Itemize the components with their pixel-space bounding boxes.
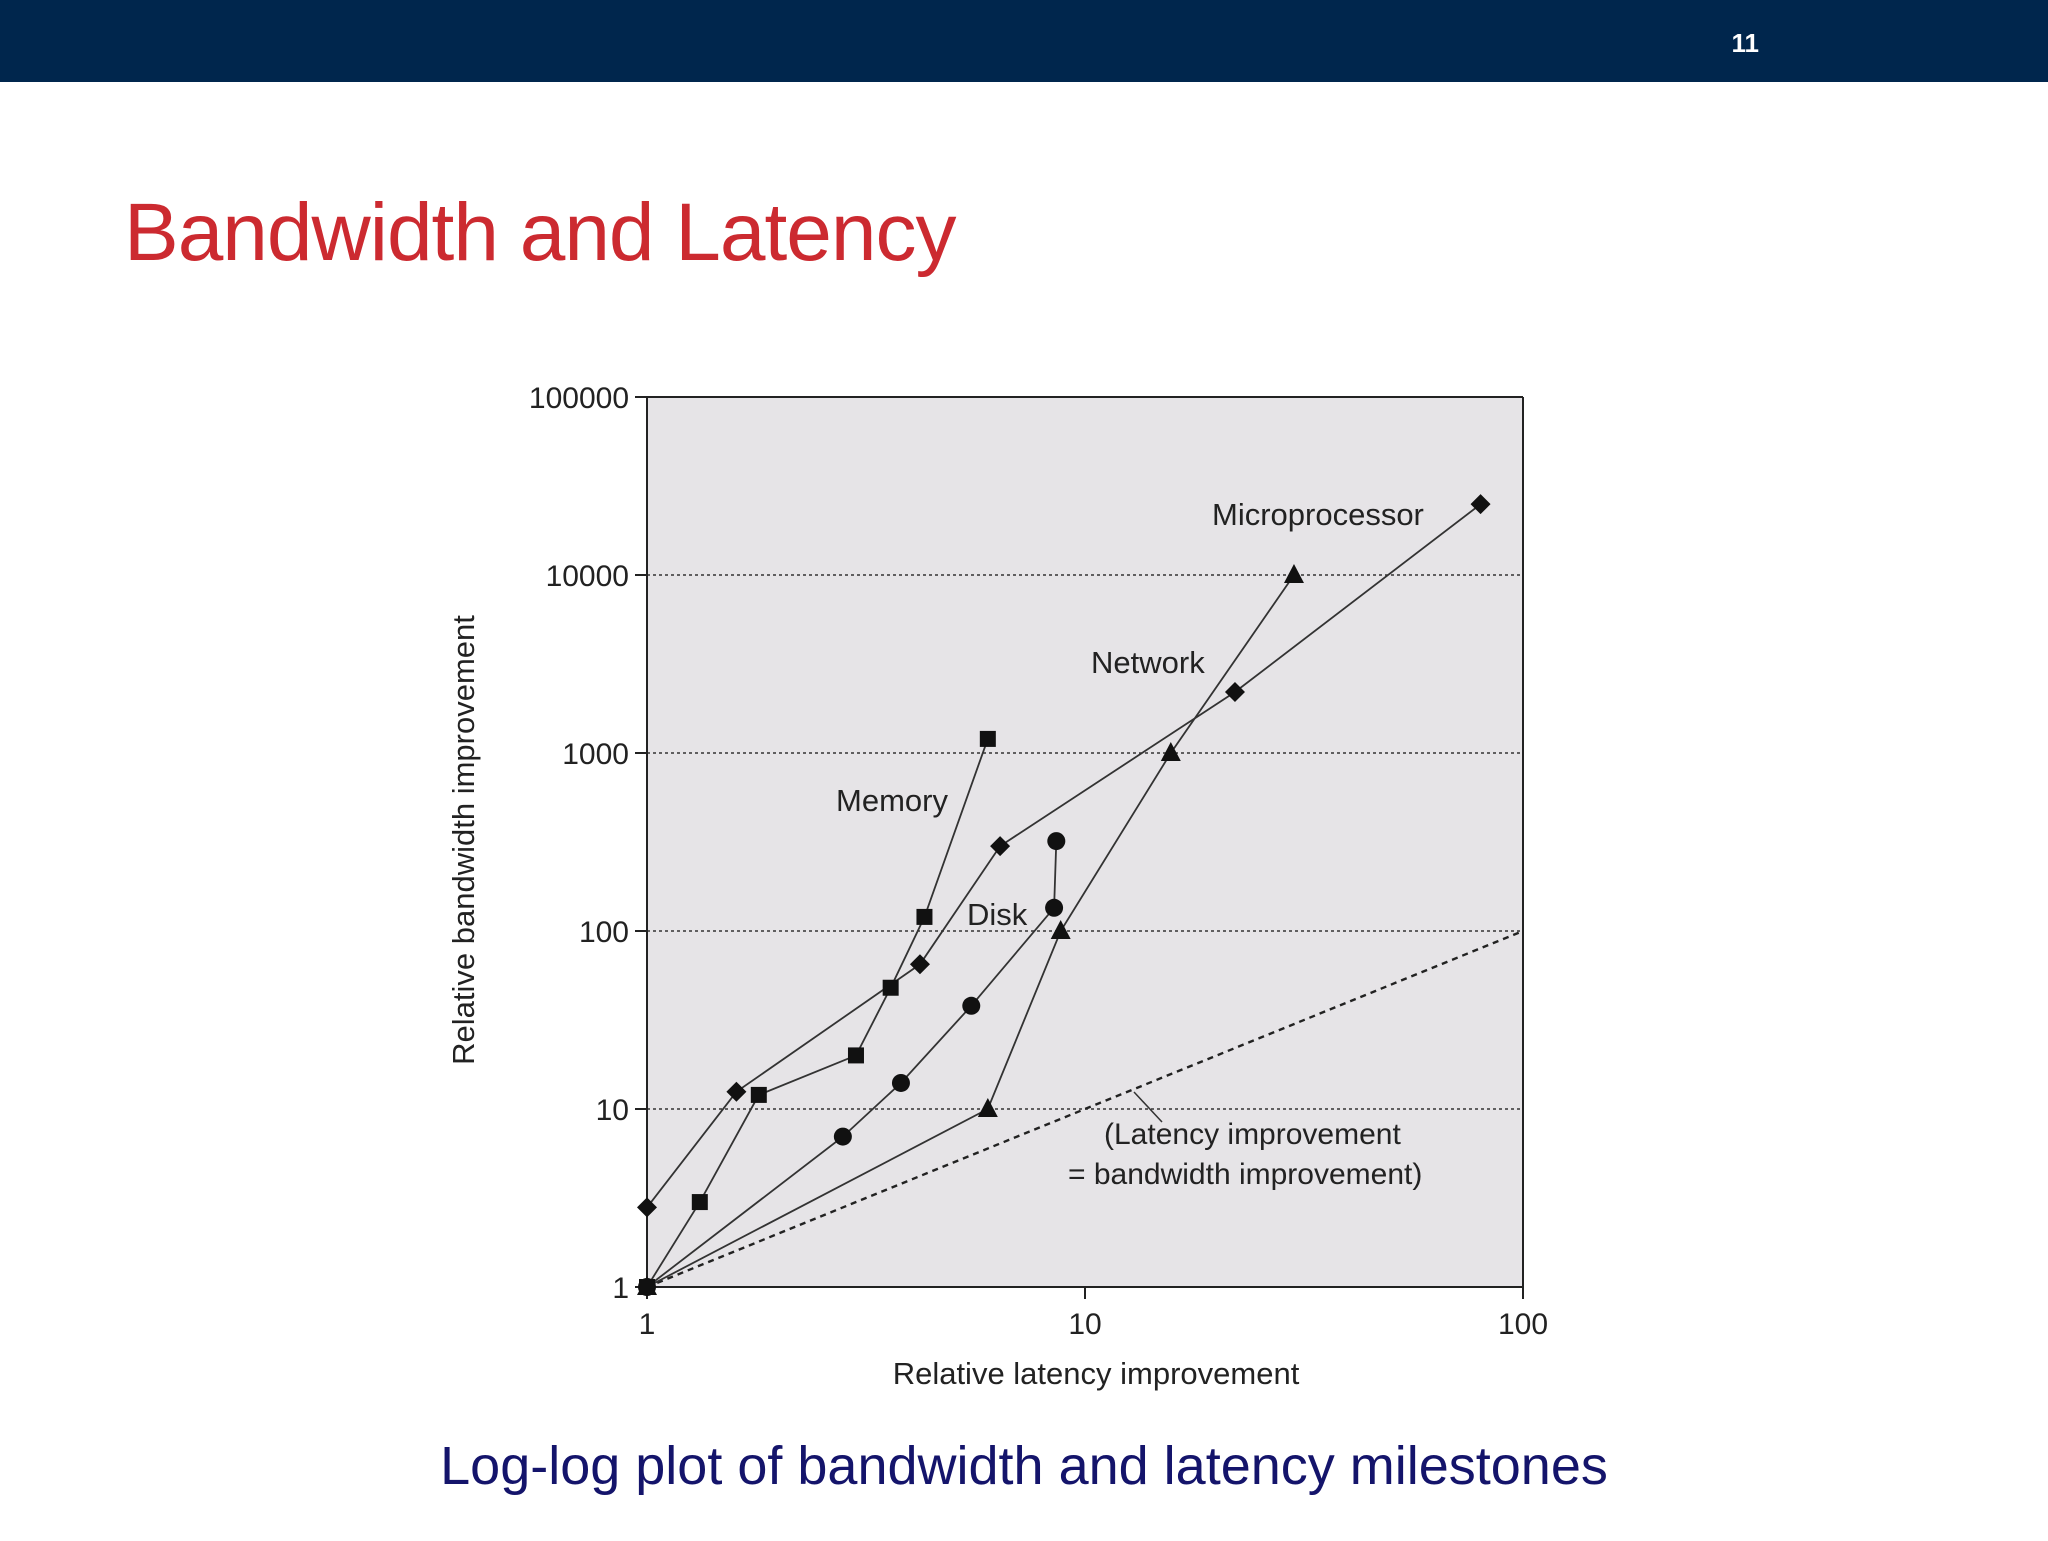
data-point-memory [750, 1086, 767, 1103]
y-tick-label: 10000 [546, 560, 629, 593]
data-point-disk [891, 1073, 910, 1092]
data-point-network [637, 1197, 657, 1218]
y-tick-label: 1 [612, 1272, 629, 1305]
grid-lines [647, 574, 1523, 1110]
reference-label-leader [1133, 1091, 1163, 1123]
data-point-disk [1045, 898, 1064, 917]
reference-equal-line [646, 929, 1524, 1289]
data-point-disk [962, 996, 981, 1015]
data-point-disk [638, 1278, 656, 1296]
series-label-disk: Disk [967, 897, 1028, 932]
data-point-disk [1047, 832, 1066, 851]
x-tick-label: 1 [639, 1308, 656, 1341]
y-tick-label: 100000 [529, 382, 629, 415]
data-point-network [1470, 494, 1491, 515]
data-point-network [909, 954, 930, 975]
data-point-network [726, 1081, 747, 1102]
series-line-network [646, 503, 1482, 1208]
data-point-disk [833, 1127, 852, 1146]
series-label-microprocessor: Microprocessor [1212, 497, 1424, 532]
data-point-memory [882, 979, 899, 996]
slide-header-bar: 11 [0, 0, 2048, 82]
y-tick-label: 1000 [562, 738, 629, 771]
reference-line [646, 929, 1524, 1289]
data-point-network [1224, 682, 1245, 703]
y-axis-label: Relative bandwidth improvement [446, 615, 481, 1065]
series-markers [637, 494, 1491, 1296]
x-tick-label: 100 [1498, 1308, 1548, 1341]
y-tick-label: 10 [596, 1094, 629, 1127]
data-point-network [990, 836, 1011, 857]
slide-title: Bandwidth and Latency [124, 187, 957, 278]
data-point-memory [916, 908, 933, 925]
plot-area [647, 397, 1523, 1287]
data-point-memory [979, 730, 996, 747]
x-tick-label: 10 [1068, 1308, 1101, 1341]
reference-label-line1: (Latency improvement [1104, 1118, 1401, 1151]
series-line-disk [646, 841, 1058, 1288]
data-point-microprocessor [1283, 564, 1304, 583]
data-point-microprocessor [1050, 920, 1071, 939]
data-point-microprocessor [1160, 742, 1181, 761]
slide-number: 11 [1731, 28, 1760, 58]
data-point-microprocessor [977, 1098, 998, 1117]
data-point-memory [847, 1047, 864, 1064]
data-point-memory [691, 1194, 708, 1211]
series-label-memory: Memory [836, 783, 948, 818]
slide-caption: Log-log plot of bandwidth and latency mi… [440, 1436, 1608, 1496]
series-label-network: Network [1091, 645, 1205, 680]
axis-ticks: 1 10 100 1000 10000 100000 1 10 100 [529, 382, 1548, 1341]
x-axis-label: Relative latency improvement [893, 1356, 1300, 1391]
y-tick-label: 100 [579, 916, 629, 949]
reference-label-line2: = bandwidth improvement) [1068, 1158, 1422, 1191]
